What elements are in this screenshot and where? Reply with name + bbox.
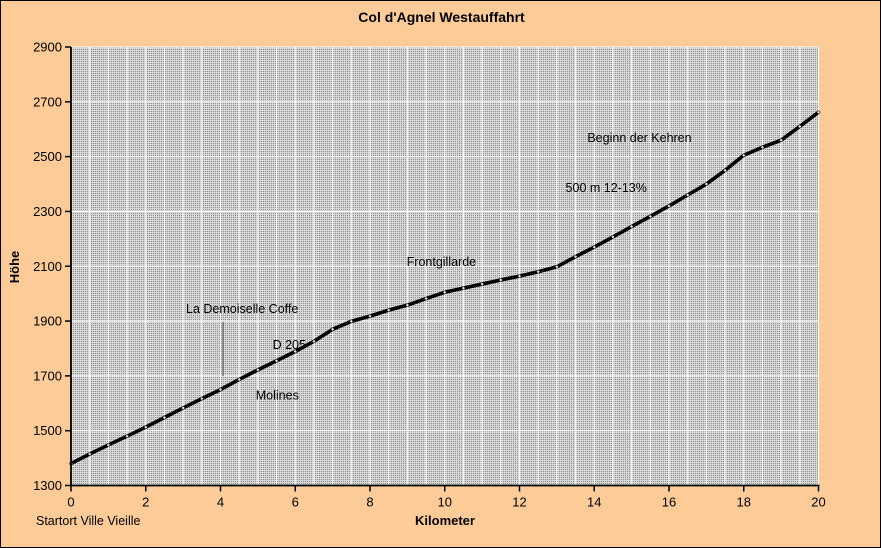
- data-point-marker: [162, 415, 166, 420]
- data-point-marker: [331, 327, 335, 331]
- data-point-marker: [555, 265, 559, 269]
- x-tick-label: 14: [587, 495, 601, 510]
- data-point-marker: [256, 368, 260, 372]
- data-point-marker: [200, 397, 204, 401]
- x-tick-label: 12: [512, 495, 526, 510]
- annotation-label: D 205: [273, 338, 306, 352]
- data-point-marker: [592, 245, 596, 249]
- data-point-marker: [461, 286, 465, 290]
- data-point-marker: [499, 278, 503, 282]
- data-point-marker: [181, 406, 185, 410]
- data-point-marker: [424, 297, 428, 301]
- x-tick-label: 16: [662, 495, 676, 510]
- x-tick-label: 2: [142, 495, 149, 510]
- data-point-marker: [349, 319, 353, 323]
- data-point-marker: [517, 274, 522, 278]
- y-tick-label: 2900: [33, 40, 62, 55]
- y-tick-label: 2700: [33, 94, 62, 109]
- annotation-label: Beginn der Kehren: [587, 131, 691, 145]
- x-tick-label: 0: [67, 495, 74, 510]
- annotation-label: La Demoiselle Coffe: [186, 302, 298, 316]
- data-point-marker: [704, 182, 708, 186]
- x-tick-label: 20: [811, 495, 825, 510]
- y-tick-label: 1500: [33, 423, 62, 438]
- data-point-marker: [368, 314, 372, 318]
- y-tick-label: 2100: [33, 259, 62, 274]
- data-point-marker: [723, 168, 727, 172]
- data-point-marker: [144, 425, 148, 429]
- chart-title: Col d'Agnel Westauffahrt: [358, 9, 525, 25]
- annotation-label: Frontgillarde: [407, 255, 477, 269]
- data-point-marker: [536, 270, 540, 274]
- data-point-marker: [405, 303, 409, 307]
- y-tick-label: 2300: [33, 204, 62, 219]
- data-point-marker: [798, 124, 802, 129]
- data-point-marker: [816, 110, 821, 114]
- data-point-marker: [574, 255, 578, 259]
- x-axis-title: Kilometer: [415, 513, 475, 528]
- y-tick-label: 2500: [33, 149, 62, 164]
- annotation-label: 500 m 12-13%: [566, 181, 647, 195]
- data-point-marker: [387, 308, 391, 312]
- data-point-marker: [218, 388, 223, 392]
- y-tick-label: 1300: [33, 478, 62, 493]
- data-point-marker: [293, 349, 297, 354]
- x-tick-label: 4: [217, 495, 224, 510]
- x-tick-label: 18: [737, 495, 751, 510]
- y-tick-label: 1700: [33, 368, 62, 383]
- x-tick-label: 10: [438, 495, 452, 510]
- x-tick-label: 6: [292, 495, 299, 510]
- x-tick-label: 8: [366, 495, 373, 510]
- data-point-marker: [480, 282, 484, 286]
- annotation-label: Molines: [256, 389, 299, 403]
- data-point-marker: [275, 359, 279, 363]
- data-point-marker: [443, 290, 447, 294]
- y-tick-label: 1900: [33, 314, 62, 329]
- start-location-note: Startort Ville Vieille: [36, 514, 141, 528]
- data-point-marker: [630, 224, 634, 229]
- data-point-marker: [667, 204, 671, 208]
- data-point-marker: [237, 377, 241, 381]
- data-point-marker: [312, 339, 316, 343]
